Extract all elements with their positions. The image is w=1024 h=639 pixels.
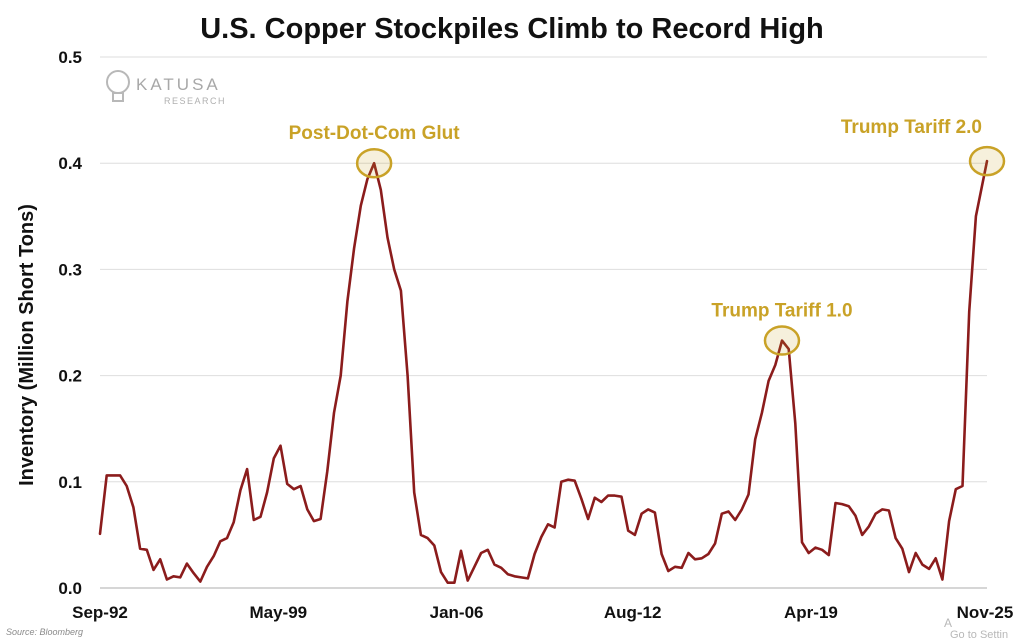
x-tick-label: Sep-92 (72, 603, 128, 622)
y-tick-label: 0.4 (58, 154, 82, 173)
logo-sub: RESEARCH (164, 96, 226, 106)
annotations: Post-Dot-Com Glut Trump Tariff 1.0 Trump T… (289, 117, 1006, 356)
y-tick-label: 0.1 (58, 473, 82, 492)
logo-name: KATUSA (136, 75, 221, 94)
activation-watermark: A Go to Settin (944, 616, 1008, 639)
annotation-circle (355, 147, 393, 179)
x-axis: Sep-92 May-99 Jan-06 Aug-12 Apr-19 Nov-25 (72, 603, 1013, 622)
x-tick-label: Apr-19 (784, 603, 838, 622)
watermark-line-1: A (944, 616, 952, 630)
y-axis: 0.0 0.1 0.2 0.3 0.4 0.5 (58, 48, 987, 598)
annotation-label: Trump Tariff 2.0 (841, 117, 982, 138)
y-axis-label: Inventory (Million Short Tons) (16, 204, 38, 486)
lightbulb-icon (106, 70, 130, 94)
annotation-circle (763, 325, 801, 356)
watermark-line-2: Go to Settin (950, 629, 1008, 639)
annotation-circle (968, 145, 1006, 177)
annotation-label: Trump Tariff 1.0 (711, 301, 852, 322)
y-tick-label: 0.5 (58, 48, 82, 67)
y-tick-label: 0.2 (58, 367, 82, 386)
katusa-logo: KATUSA RESEARCH (106, 70, 226, 106)
gridlines (100, 56, 987, 483)
chart-title: U.S. Copper Stockpiles Climb to Record H… (200, 13, 824, 45)
x-tick-label: Nov-25 (957, 603, 1014, 622)
x-tick-label: Aug-12 (604, 603, 662, 622)
annotation-label: Post-Dot-Com Glut (289, 123, 461, 144)
series-line (98, 159, 989, 584)
source-note: Source: Bloomberg (6, 627, 83, 637)
x-tick-label: Jan-06 (430, 603, 484, 622)
y-tick-label: 0.0 (58, 579, 82, 598)
y-tick-label: 0.3 (58, 260, 82, 279)
x-tick-label: May-99 (249, 603, 307, 622)
